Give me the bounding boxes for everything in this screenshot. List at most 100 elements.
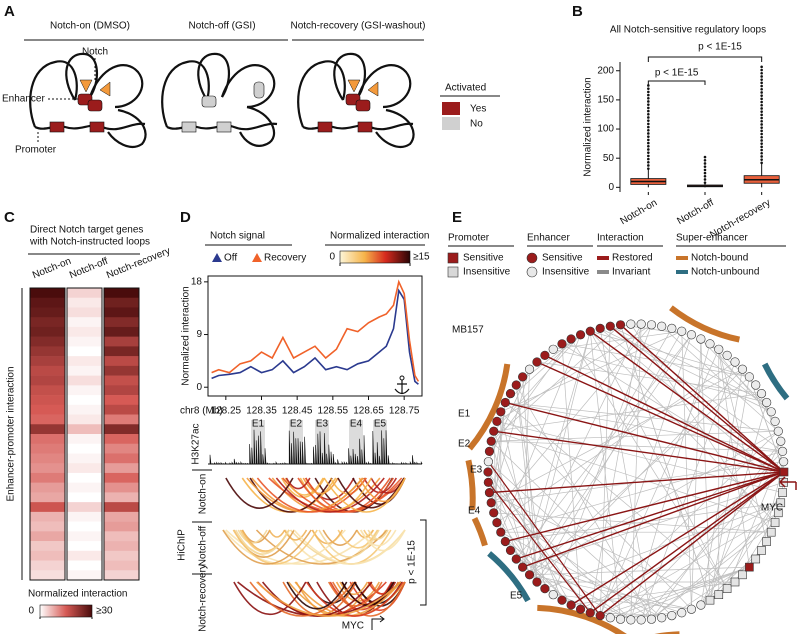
heatmap-cell <box>104 346 139 357</box>
invariant-link <box>500 330 682 413</box>
enhancer-node <box>705 339 715 349</box>
x-tick-label: 128.65 <box>353 406 384 417</box>
chromatin-loop <box>375 108 415 148</box>
invariant-link <box>493 431 498 523</box>
x-tick-label: 128.75 <box>389 406 420 417</box>
invariant-link <box>718 349 768 542</box>
promoter-node <box>730 577 740 587</box>
enhancer-node <box>511 380 521 390</box>
enhancer-node <box>636 615 646 625</box>
heatmap-cell <box>30 570 65 581</box>
enhancer-node <box>486 436 496 446</box>
invariant-link <box>529 430 779 576</box>
promoter-node <box>773 508 783 518</box>
heatmap-cell <box>104 385 139 396</box>
condition-title: Notch-recovery (GSI-washout) <box>290 21 425 32</box>
panel-label: B <box>572 3 583 20</box>
heatmap-cell <box>30 560 65 571</box>
promoter-node <box>766 527 776 537</box>
enhancer-label: E3 <box>470 465 483 476</box>
hichip-arc <box>297 477 391 513</box>
enhancer-node <box>762 397 772 408</box>
enhancer-node <box>585 608 595 618</box>
restored-link <box>505 401 785 473</box>
legend-label: Restored <box>612 253 653 264</box>
promoter <box>89 121 105 133</box>
invariant-link <box>493 393 762 432</box>
heatmap-cell <box>104 550 139 561</box>
enhancer-node <box>483 467 493 477</box>
enhancer-node <box>615 614 626 624</box>
hichip-arc <box>235 529 290 555</box>
heatmap-cell <box>67 307 102 318</box>
hichip-arc <box>233 581 307 616</box>
invariant-link <box>500 531 662 619</box>
heatmap-cell <box>67 541 102 552</box>
enhancer-node <box>518 372 528 382</box>
invariant-link <box>561 343 581 610</box>
enhancer <box>201 95 217 108</box>
restored-link <box>589 330 785 473</box>
chromatin-loop <box>29 60 78 128</box>
enhancer-label: E5 <box>374 419 387 430</box>
cell-line: MB157 <box>452 325 484 336</box>
enhancer-label: E1 <box>252 419 265 430</box>
heatmap-cell <box>30 472 65 483</box>
invariant-link <box>496 361 736 523</box>
legend-title: Interaction <box>597 233 644 244</box>
enhancer-node <box>615 320 626 330</box>
heatmap-cell <box>30 531 65 542</box>
enhancer-node <box>722 350 732 360</box>
invariant-link <box>529 376 750 576</box>
enhancer-node <box>524 570 535 580</box>
invariant-link <box>718 349 750 568</box>
enhancer-node <box>776 436 786 446</box>
enhancer-node <box>756 388 767 399</box>
colorbar-title: Normalized interaction <box>28 589 128 600</box>
heatmap-cell <box>104 288 139 299</box>
enhancer-node <box>557 595 567 605</box>
row-axis-label: Enhancer-promoter interaction <box>6 366 17 501</box>
heatmap-cell <box>30 414 65 425</box>
promoter-node <box>722 584 732 593</box>
restored-link <box>544 354 785 473</box>
enhancer-node <box>557 339 567 349</box>
enhancer-node <box>696 334 706 344</box>
gene-label: MYC <box>342 621 364 632</box>
chromatin-loop <box>239 105 276 147</box>
legend-swatch <box>447 266 459 278</box>
invariant-link <box>529 566 750 576</box>
heatmap-cell <box>104 492 139 503</box>
notch-triangle <box>99 81 111 97</box>
enhancer-label: E3 <box>316 419 329 430</box>
enhancer-node <box>489 426 499 436</box>
enhancer-node <box>548 344 558 354</box>
chromatin-loop <box>161 60 210 128</box>
hichip-arc <box>337 477 405 509</box>
promoter-node <box>751 554 761 564</box>
legend-label: Insensitive <box>542 267 590 278</box>
heatmap-cell <box>104 297 139 308</box>
column-frame <box>66 287 103 581</box>
heatmap-cell <box>30 550 65 561</box>
heatmap-cell <box>67 414 102 425</box>
enhancer-node <box>484 446 495 457</box>
enhancer-node <box>483 457 493 467</box>
hichip-arc <box>305 581 404 617</box>
enhancer-node <box>489 508 499 518</box>
legend-label: Insensitive <box>463 267 511 278</box>
hichip-arc <box>275 477 385 513</box>
heatmap-cell <box>104 482 139 493</box>
heatmap-cell <box>67 395 102 406</box>
gene-label: MYC <box>761 503 783 514</box>
enhancer-node <box>496 527 506 537</box>
heatmap-cell <box>30 434 65 445</box>
enhancer <box>253 81 265 99</box>
series-line <box>211 279 420 382</box>
heatmap-cell <box>67 375 102 386</box>
restored-link <box>493 430 785 473</box>
colorbar-label: ≥30 <box>96 606 113 617</box>
hichip-arc <box>363 477 397 494</box>
invariant-link <box>487 471 538 583</box>
heatmap-cell <box>30 463 65 474</box>
